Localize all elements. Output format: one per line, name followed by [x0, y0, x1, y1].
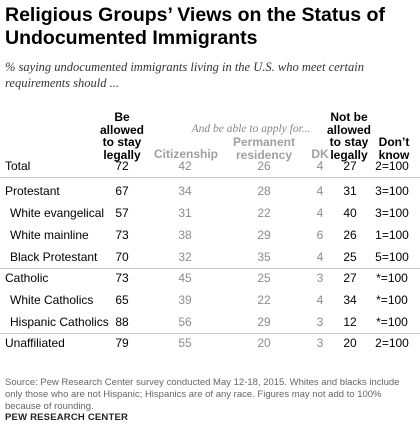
- cell-citizenship: 56: [178, 315, 192, 329]
- cell-citizenship: 38: [178, 228, 192, 242]
- cell-dont-know: *=100: [376, 315, 408, 329]
- cell-dont-know: 2=100: [375, 336, 409, 350]
- cell-stay: 57: [115, 206, 129, 220]
- cell-stay: 67: [115, 184, 129, 198]
- cell-permanent: 20: [257, 336, 271, 350]
- cell-stay: 88: [115, 315, 129, 329]
- header-not-stay: Not be allowed to stay legally: [326, 110, 371, 162]
- cell-dont-know: *=100: [376, 271, 408, 285]
- row-label: Black Protestant: [10, 250, 98, 264]
- source-note: Source: Pew Research Center survey condu…: [5, 377, 400, 412]
- row-label: White Catholics: [10, 293, 94, 307]
- cell-permanent: 29: [257, 228, 271, 242]
- cell-stay: 72: [115, 159, 129, 173]
- table-row: Catholic 73 45 25 3 27 *=100: [0, 267, 420, 289]
- cell-citizenship: 55: [178, 336, 192, 350]
- cell-citizenship: 32: [178, 250, 192, 264]
- source-organization: PEW RESEARCH CENTER: [5, 412, 129, 423]
- cell-dk: 4: [316, 184, 324, 198]
- header-permanent: Permanent residency: [232, 135, 296, 162]
- row-label: White evangelical: [10, 206, 105, 220]
- cell-stay: 70: [115, 250, 129, 264]
- header-citizenship: Citizenship: [153, 147, 218, 161]
- cell-dont-know: 3=100: [375, 206, 409, 220]
- table-row: Black Protestant 70 32 35 4 25 5=100: [0, 246, 420, 269]
- header-stay: Be allowed to stay legally: [99, 110, 144, 162]
- cell-dont-know: 5=100: [375, 250, 409, 264]
- cell-dont-know: 1=100: [375, 228, 409, 242]
- table-row: Protestant 67 34 28 4 31 3=100: [0, 180, 420, 202]
- cell-not-stay: 31: [343, 184, 357, 198]
- cell-citizenship: 39: [178, 293, 192, 307]
- cell-citizenship: 45: [178, 271, 192, 285]
- table-row: White evangelical 57 31 22 4 40 3=100: [0, 202, 420, 224]
- cell-not-stay: 25: [343, 250, 357, 264]
- cell-dk: 4: [316, 206, 324, 220]
- cell-stay: 73: [115, 228, 129, 242]
- cell-citizenship: 42: [178, 159, 192, 173]
- cell-citizenship: 31: [178, 206, 192, 220]
- cell-dont-know: 3=100: [375, 184, 409, 198]
- cell-not-stay: 12: [343, 315, 357, 329]
- cell-dk: 3: [316, 336, 324, 350]
- cell-dont-know: *=100: [376, 293, 408, 307]
- cell-dk: 3: [316, 271, 324, 285]
- row-label: White mainline: [10, 228, 89, 242]
- cell-citizenship: 34: [178, 184, 192, 198]
- header-dk: DK: [311, 147, 329, 161]
- row-label: Total: [5, 159, 31, 173]
- cell-not-stay: 34: [343, 293, 357, 307]
- cell-permanent: 25: [257, 271, 271, 285]
- cell-not-stay: 27: [343, 271, 357, 285]
- cell-not-stay: 40: [343, 206, 357, 220]
- table-row: White Catholics 65 39 22 4 34 *=100: [0, 289, 420, 311]
- chart-subtitle: % saying undocumented immigrants living …: [5, 60, 364, 90]
- cell-permanent: 26: [257, 159, 271, 173]
- cell-not-stay: 20: [343, 336, 357, 350]
- row-label: Unaffiliated: [5, 336, 65, 350]
- table-row: Total 72 42 26 4 27 2=100: [0, 155, 420, 178]
- table-row: Hispanic Catholics 88 56 29 3 12 *=100: [0, 311, 420, 334]
- cell-dk: 4: [316, 293, 324, 307]
- cell-permanent: 22: [257, 206, 271, 220]
- cell-not-stay: 27: [343, 159, 357, 173]
- cell-not-stay: 26: [343, 228, 357, 242]
- cell-dk: 4: [316, 250, 324, 264]
- chart-title: Religious Groups’ Views on the Status of…: [5, 4, 385, 49]
- cell-stay: 79: [115, 336, 129, 350]
- cell-permanent: 28: [257, 184, 271, 198]
- cell-stay: 73: [115, 271, 129, 285]
- cell-dk: 6: [316, 228, 324, 242]
- cell-stay: 65: [115, 293, 129, 307]
- table-row: Unaffiliated 79 55 20 3 20 2=100: [0, 332, 420, 354]
- header-dont-know: Don’t know: [378, 135, 410, 162]
- table-row: White mainline 73 38 29 6 26 1=100: [0, 224, 420, 246]
- cell-permanent: 35: [257, 250, 271, 264]
- super-header: And be able to apply for...: [191, 123, 311, 135]
- cell-dont-know: 2=100: [375, 159, 409, 173]
- row-label: Protestant: [5, 184, 60, 198]
- cell-permanent: 29: [257, 315, 271, 329]
- row-label: Hispanic Catholics: [10, 315, 109, 329]
- cell-dk: 3: [316, 315, 324, 329]
- cell-dk: 4: [316, 159, 324, 173]
- row-label: Catholic: [5, 271, 49, 285]
- cell-permanent: 22: [257, 293, 271, 307]
